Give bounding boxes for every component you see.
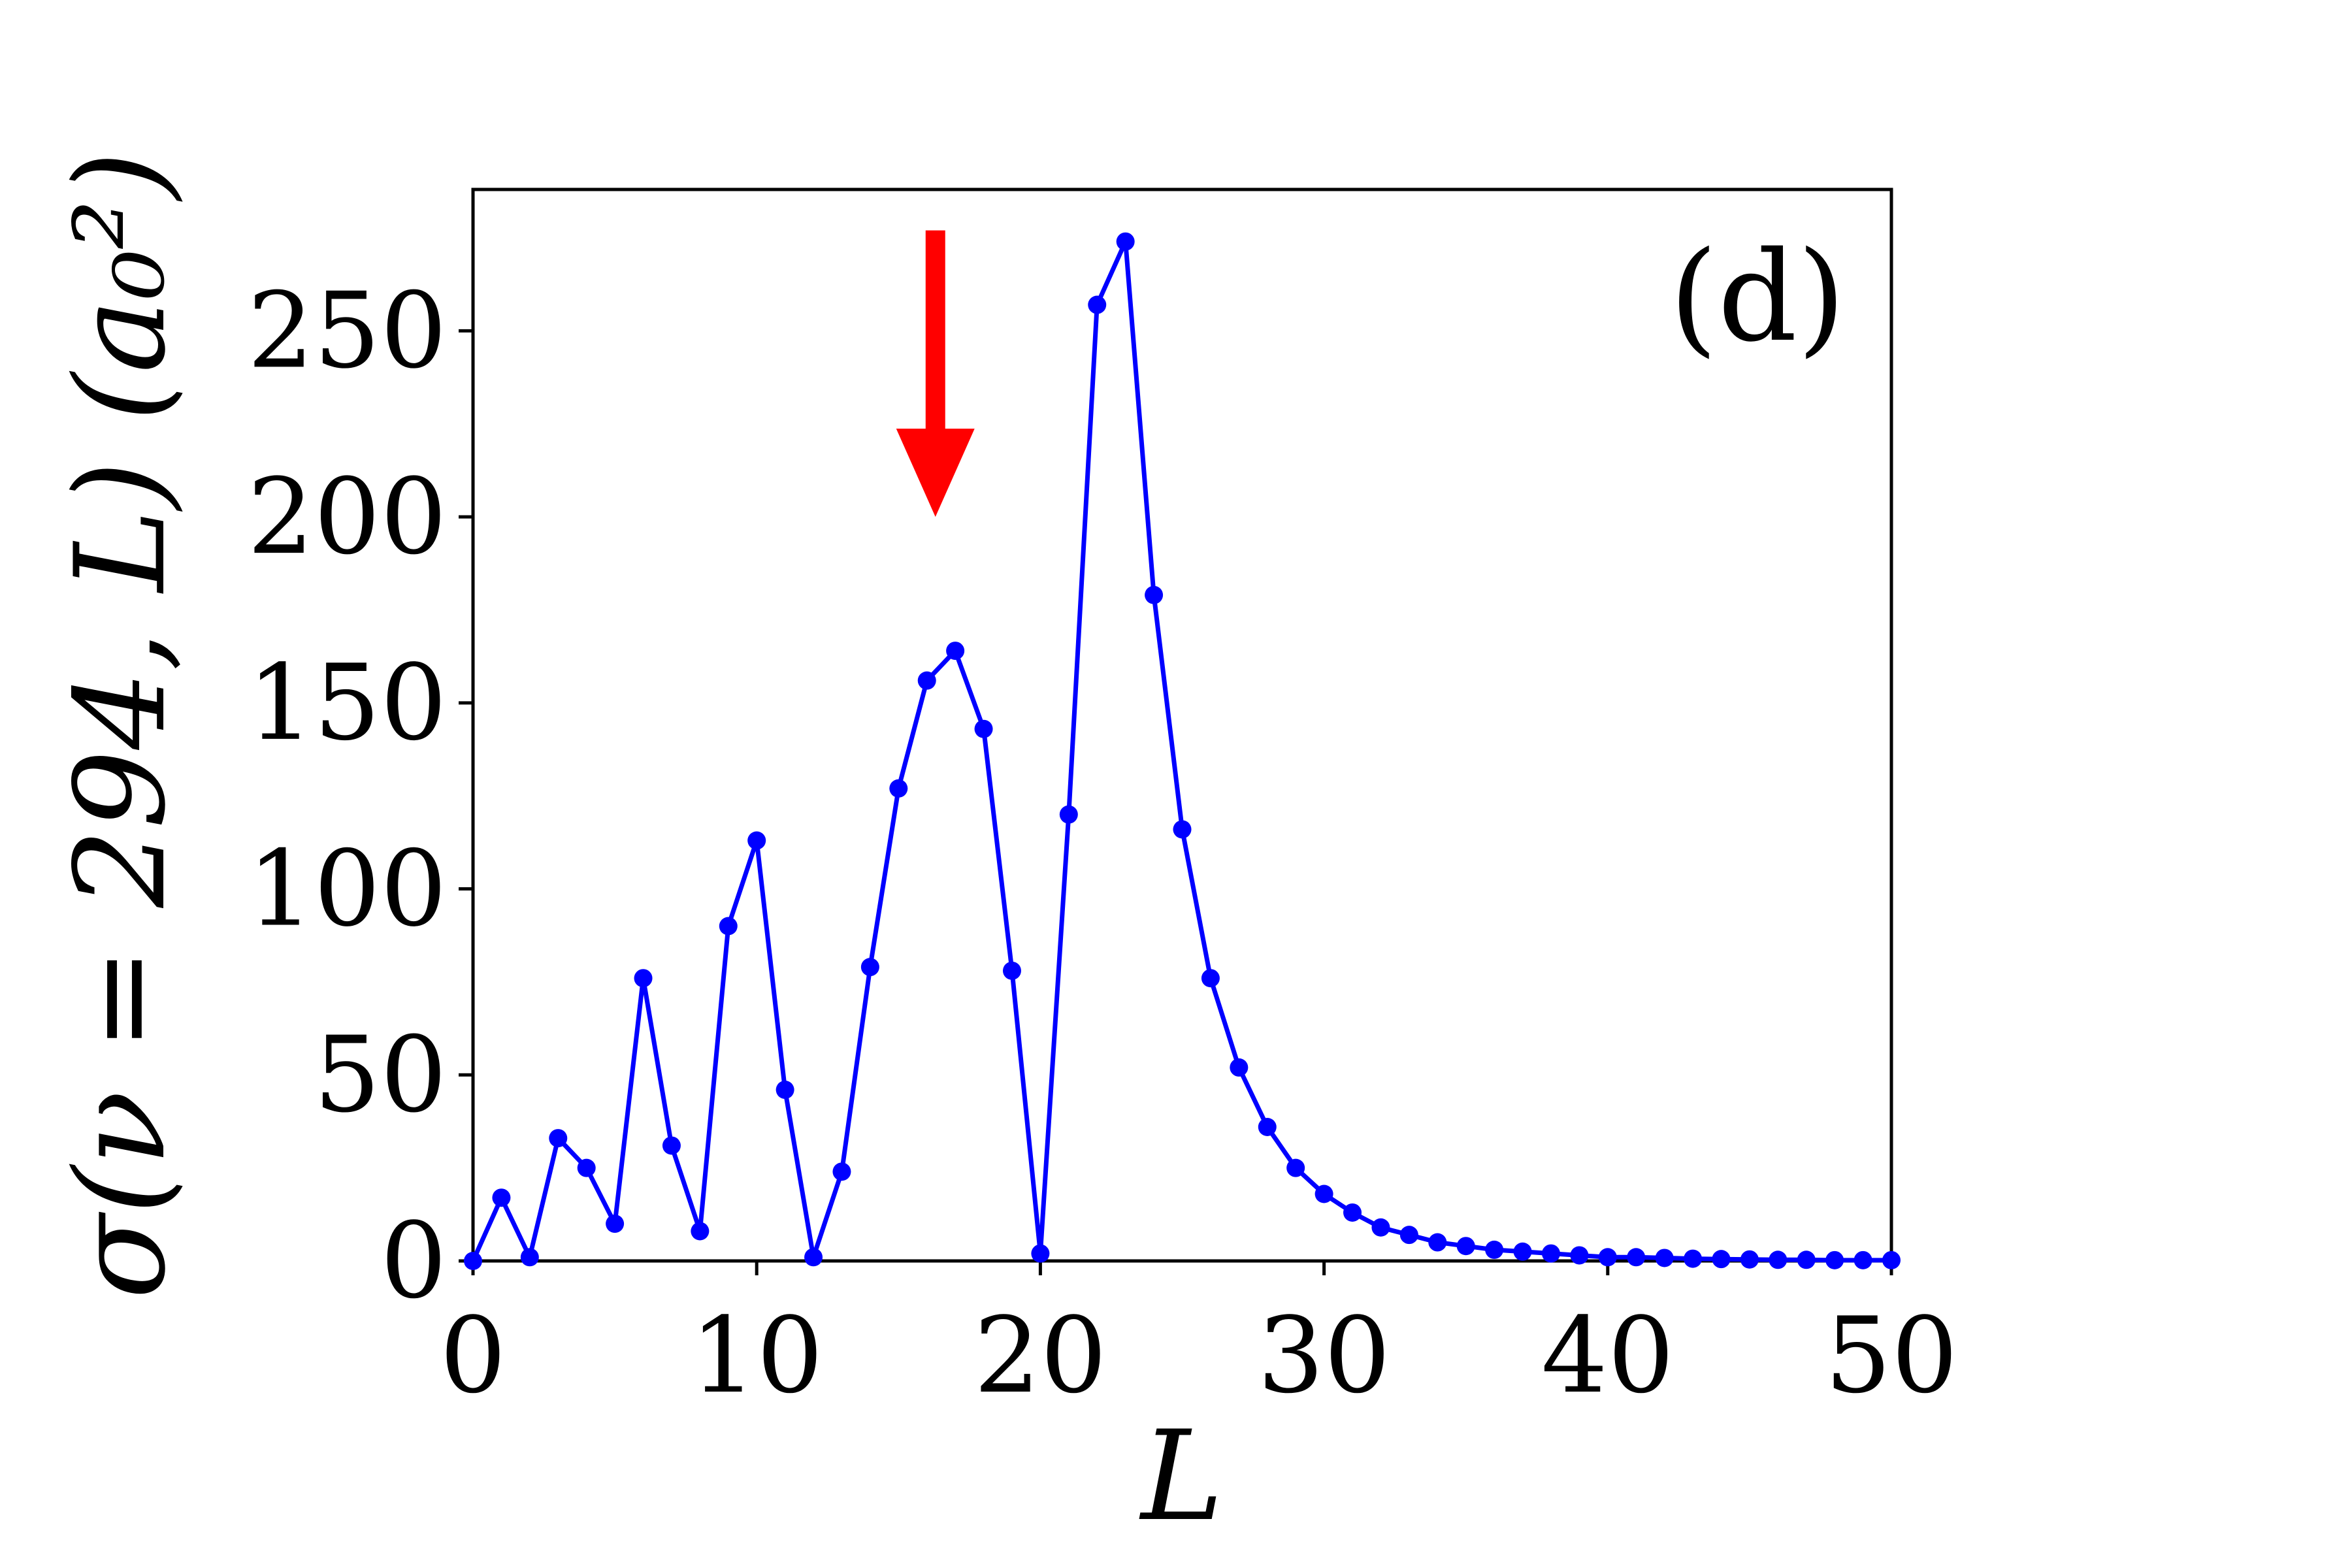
data-point <box>1116 232 1135 251</box>
data-point <box>1513 1242 1532 1261</box>
data-point <box>889 779 908 798</box>
data-point <box>492 1188 511 1207</box>
data-point <box>804 1248 823 1267</box>
data-point <box>1456 1237 1475 1256</box>
x-tick-label: 30 <box>1258 1294 1391 1416</box>
data-point <box>747 831 766 850</box>
data-point <box>1712 1250 1731 1269</box>
y-tick-label: 150 <box>248 642 447 764</box>
x-axis: 0 10 20 30 40 50 <box>440 1261 1958 1416</box>
data-point <box>1797 1250 1816 1269</box>
data-point <box>1541 1244 1560 1263</box>
plot-area: 0 10 20 30 40 50 0 50 100 150 200 250 <box>248 188 1958 1416</box>
data-point <box>634 969 653 988</box>
data-point <box>1258 1118 1277 1136</box>
data-point <box>1627 1248 1646 1267</box>
data-point <box>464 1252 482 1270</box>
data-point <box>549 1129 568 1148</box>
data-point <box>1399 1226 1418 1245</box>
data-point <box>520 1248 539 1267</box>
data-point <box>1825 1250 1844 1269</box>
y-tick-label: 200 <box>248 455 447 578</box>
panel-label: (d) <box>1669 225 1846 369</box>
data-point <box>1173 820 1192 839</box>
data-point <box>1145 585 1164 604</box>
series-layer <box>464 232 1901 1270</box>
y-tick-label: 250 <box>248 269 447 391</box>
data-point <box>974 719 993 738</box>
x-tick-label: 0 <box>440 1294 506 1416</box>
data-point <box>719 917 738 936</box>
data-point <box>1740 1250 1759 1269</box>
data-point <box>1343 1203 1362 1222</box>
y-tick-label: 0 <box>380 1200 447 1322</box>
data-point <box>1485 1240 1504 1259</box>
data-point <box>1655 1249 1674 1267</box>
data-point <box>1882 1250 1901 1269</box>
y-axis: 0 50 100 150 200 250 <box>248 269 473 1322</box>
data-point <box>1230 1058 1249 1077</box>
data-point <box>832 1162 851 1181</box>
x-tick-label: 50 <box>1825 1294 1958 1416</box>
data-point <box>1769 1250 1788 1269</box>
data-point <box>691 1222 710 1241</box>
data-point <box>860 958 879 977</box>
data-point <box>1684 1249 1703 1268</box>
data-point <box>917 671 936 690</box>
x-tick-label: 10 <box>690 1294 823 1416</box>
data-point <box>1286 1158 1305 1177</box>
data-point <box>1315 1184 1333 1203</box>
y-tick-label: 100 <box>248 828 447 950</box>
y-tick-label: 50 <box>314 1013 447 1135</box>
data-point <box>946 642 965 661</box>
data-point <box>1598 1248 1617 1267</box>
arrow-head <box>896 429 975 517</box>
data-point <box>1059 805 1078 824</box>
data-point <box>577 1158 596 1177</box>
x-axis-label: L <box>1139 1404 1223 1548</box>
series-line <box>470 239 1891 1263</box>
data-point <box>606 1215 625 1233</box>
annotation-layer <box>896 230 975 517</box>
data-point <box>1031 1244 1050 1263</box>
data-point <box>776 1081 794 1100</box>
y-axis-label: σ(ν = 294, L) (a₀²) <box>48 151 193 1299</box>
data-point <box>1854 1250 1872 1269</box>
data-point <box>1570 1246 1589 1265</box>
x-tick-label: 20 <box>974 1294 1107 1416</box>
plot-frame <box>471 188 1893 1263</box>
data-point <box>1371 1218 1390 1237</box>
data-point <box>1088 295 1107 314</box>
data-point <box>662 1136 681 1155</box>
data-point <box>1428 1233 1447 1252</box>
data-point <box>1002 961 1021 980</box>
x-tick-label: 40 <box>1541 1294 1674 1416</box>
data-point <box>1201 969 1220 988</box>
arrow-shaft <box>925 230 945 431</box>
